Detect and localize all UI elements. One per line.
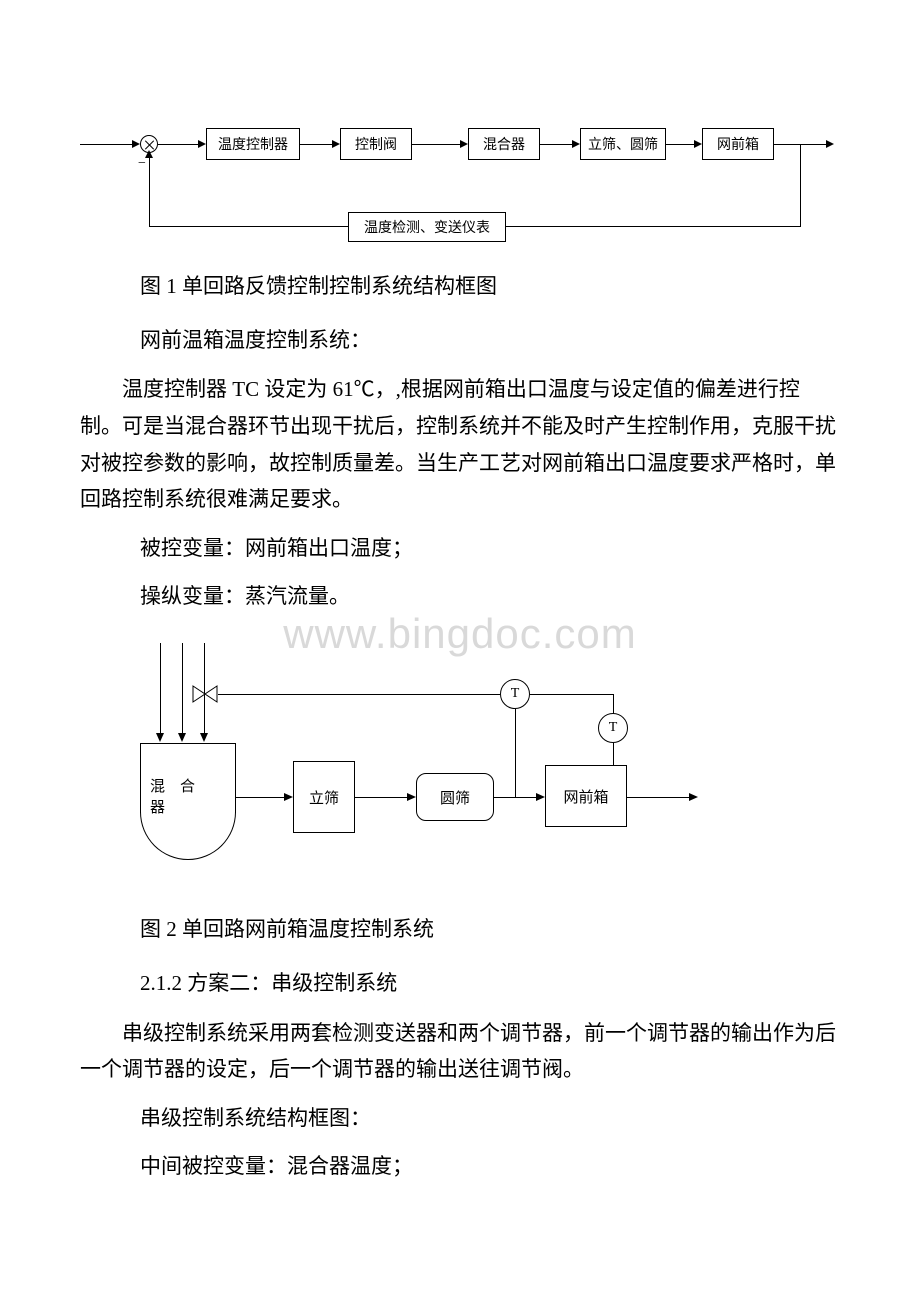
- d2-arrow: [407, 793, 416, 801]
- heading-temp-control-system: 网前温箱温度控制系统：: [140, 324, 840, 358]
- minus-sign: −: [138, 156, 146, 172]
- d2-inlet-line: [182, 643, 183, 738]
- d1-arrow: [826, 140, 834, 148]
- d1-line: [80, 144, 134, 145]
- d1-line: [540, 144, 576, 145]
- d1-arrow: [460, 140, 468, 148]
- d2-line: [355, 797, 411, 798]
- transmitter-t1-icon: T: [500, 679, 530, 709]
- diagram-2-process-flow: T T 混 合 器 立筛 圆筛 网: [140, 643, 840, 903]
- d2-line: [613, 694, 614, 714]
- d2-box-headbox: 网前箱: [545, 765, 627, 827]
- d2-arrow: [156, 733, 164, 742]
- control-valve-icon: [192, 685, 218, 703]
- mixer-vessel-icon: 混 合 器: [140, 743, 236, 853]
- paragraph-intermediate-var: 中间被控变量：混合器温度；: [140, 1150, 840, 1184]
- transmitter-t2-icon: T: [598, 713, 628, 743]
- d2-arrow: [689, 793, 698, 801]
- d1-box-mixer: 混合器: [468, 128, 540, 160]
- d2-line: [515, 709, 516, 797]
- d1-arrow: [694, 140, 702, 148]
- d2-arrow: [284, 793, 293, 801]
- d2-arrow: [178, 733, 186, 742]
- d1-line: [506, 226, 801, 227]
- paragraph-controlled-var: 被控变量：网前箱出口温度；: [140, 532, 840, 566]
- paragraph-cascade-block: 串级控制系统结构框图：: [140, 1102, 840, 1136]
- d1-line: [158, 144, 202, 145]
- d1-box-feedback: 温度检测、变送仪表: [348, 212, 506, 242]
- d1-box-screens: 立筛、圆筛: [580, 128, 666, 160]
- d1-line: [300, 144, 336, 145]
- d1-arrow: [572, 140, 580, 148]
- d1-line: [774, 144, 830, 145]
- paragraph-1: 温度控制器 TC 设定为 61℃，,根据网前箱出口温度与设定值的偏差进行控制。可…: [80, 371, 840, 518]
- figure-1-caption: 图 1 单回路反馈控制控制系统结构框图: [140, 270, 840, 304]
- d2-box-vertical-screen: 立筛: [293, 761, 355, 833]
- diagram-1-block-diagram: − 温度控制器 控制阀 混合器 立筛、圆筛 网前箱 温度检测、变送仪表: [80, 120, 840, 250]
- d2-box-round-screen: 圆筛: [416, 773, 494, 821]
- d2-line: [218, 694, 500, 695]
- page-content: − 温度控制器 控制阀 混合器 立筛、圆筛 网前箱 温度检测、变送仪表: [0, 0, 920, 1257]
- mixer-label-line2: 器: [150, 800, 165, 816]
- d2-line: [236, 797, 288, 798]
- d1-line: [800, 144, 801, 226]
- figure-2-caption: 图 2 单回路网前箱温度控制系统: [140, 913, 840, 947]
- heading-scheme-2: 2.1.2 方案二：串级控制系统: [140, 967, 840, 1001]
- d1-line: [149, 226, 348, 227]
- paragraph-manipulated-var: 操纵变量：蒸汽流量。: [140, 580, 840, 614]
- d1-arrow: [145, 150, 153, 158]
- paragraph-cascade-desc: 串级控制系统采用两套检测变送器和两个调节器，前一个调节器的输出作为后一个调节器的…: [80, 1015, 840, 1089]
- d1-line: [149, 153, 150, 227]
- d2-arrow: [536, 793, 545, 801]
- d1-arrow: [132, 140, 140, 148]
- d2-line: [530, 694, 614, 695]
- d1-box-temp-controller: 温度控制器: [206, 128, 300, 160]
- d1-box-headbox: 网前箱: [702, 128, 774, 160]
- mixer-label-line1: 混 合: [150, 779, 195, 795]
- d2-line: [627, 797, 693, 798]
- d2-arrow: [200, 733, 208, 742]
- d1-line: [412, 144, 464, 145]
- d1-arrow: [332, 140, 340, 148]
- d1-box-control-valve: 控制阀: [340, 128, 412, 160]
- d2-line: [494, 797, 540, 798]
- d1-arrow: [198, 140, 206, 148]
- d2-inlet-line: [160, 643, 161, 738]
